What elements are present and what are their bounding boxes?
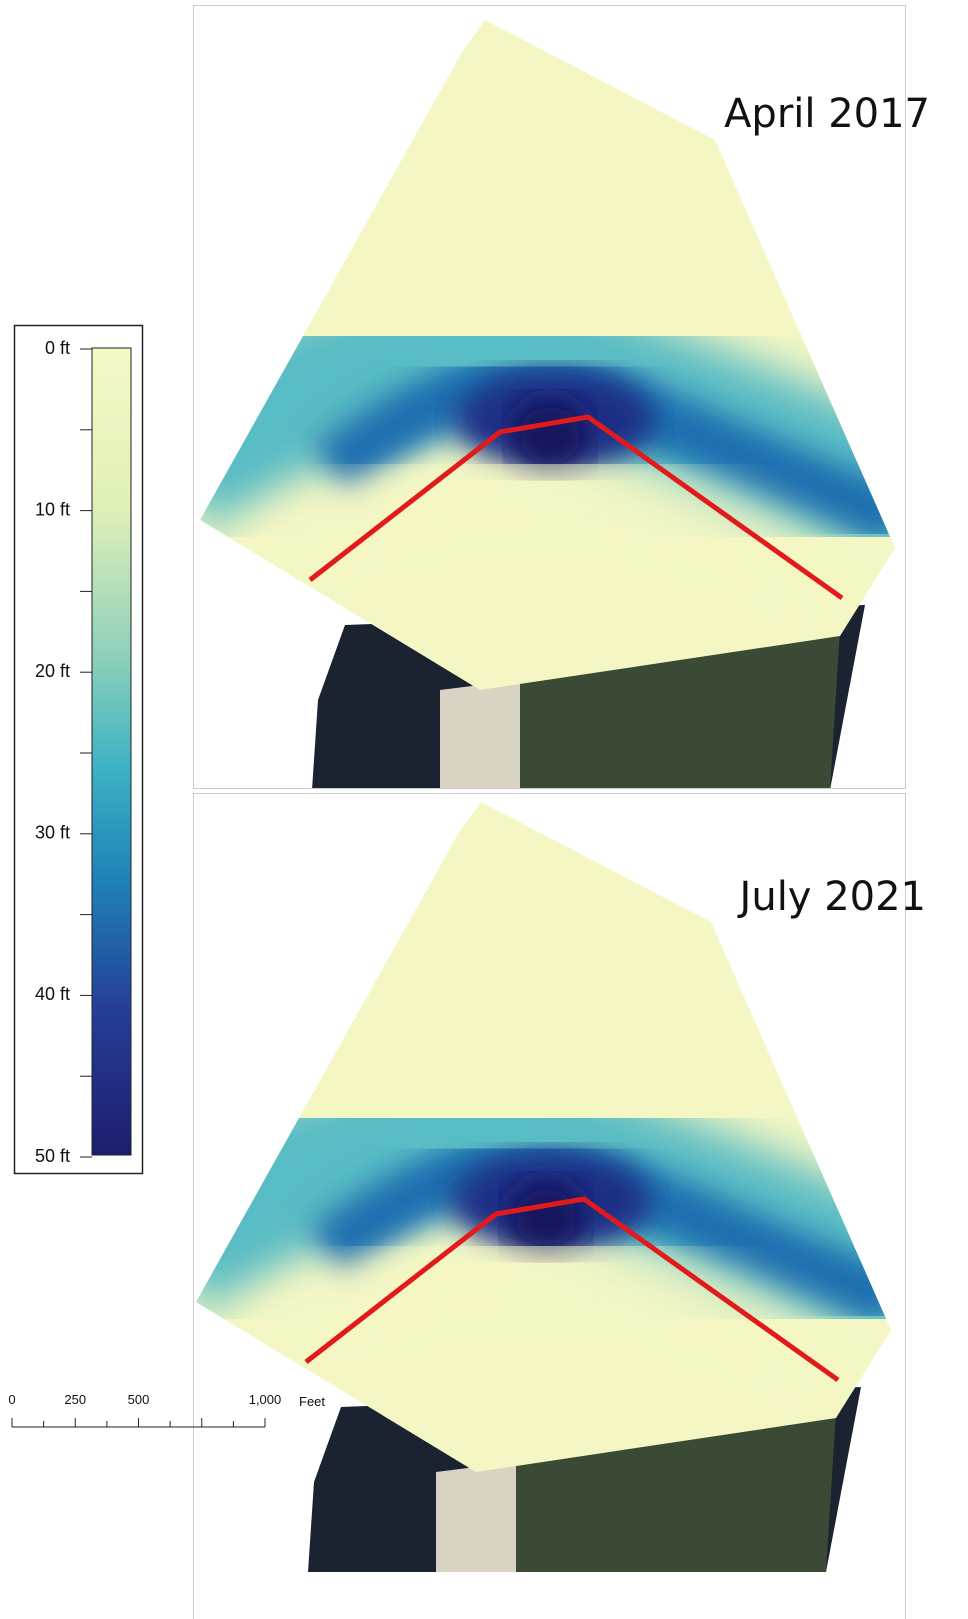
legend-label: 0 ft: [45, 338, 70, 358]
panel-title: July 2021: [737, 874, 926, 920]
legend-label: 20 ft: [35, 661, 70, 681]
map-panel: July 2021: [166, 794, 926, 1619]
legend-label: 40 ft: [35, 984, 70, 1004]
legend-label: 50 ft: [35, 1146, 70, 1166]
legend-label: 10 ft: [35, 499, 70, 519]
panel-title: April 2017: [724, 91, 930, 137]
scale-unit: Feet: [299, 1394, 325, 1409]
legend-label: 30 ft: [35, 823, 70, 843]
scale-label: 250: [64, 1392, 86, 1407]
map-panel: April 2017: [170, 6, 930, 791]
legend: 0 ft 10 ft 20 ft 30 ft 40 ft 50 ft: [15, 326, 143, 1174]
scale-label: 0: [8, 1392, 15, 1407]
scale-bar: 0 250 500 1,000 Feet: [8, 1392, 325, 1427]
scale-label: 500: [128, 1392, 150, 1407]
scale-label: 1,000: [249, 1392, 282, 1407]
figure: April 2017 July 2021 0 ft 10 ft 20 ft 30 ft…: [0, 0, 968, 1619]
